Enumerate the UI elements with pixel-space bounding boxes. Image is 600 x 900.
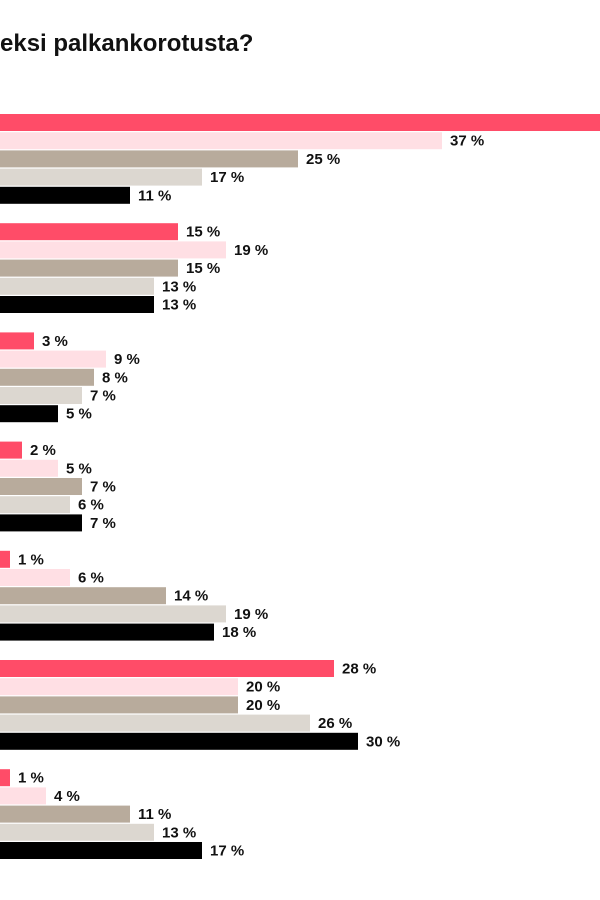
bar-g5-s3 bbox=[0, 587, 166, 605]
bar-g7-s3 bbox=[0, 805, 130, 823]
bar-label-g3-s4: 7 % bbox=[90, 388, 116, 405]
bar-g4-s5 bbox=[0, 514, 82, 532]
chart-title: eksi palkankorotusta? bbox=[0, 30, 254, 57]
bar-label-g2-s4: 13 % bbox=[162, 278, 196, 295]
bar-label-g7-s5: 17 % bbox=[210, 843, 244, 860]
bar-label-g3-s1: 3 % bbox=[42, 333, 68, 350]
bar-g4-s2 bbox=[0, 459, 58, 477]
bar-g1-s5 bbox=[0, 186, 130, 204]
bar-label-g4-s3: 7 % bbox=[90, 479, 116, 496]
bar-label-g4-s1: 2 % bbox=[30, 442, 56, 459]
bar-label-g6-s4: 26 % bbox=[318, 715, 352, 732]
bar-g4-s1 bbox=[0, 441, 22, 459]
bar-g3-s2 bbox=[0, 350, 106, 368]
bar-label-g1-s4: 17 % bbox=[210, 169, 244, 186]
bar-g4-s4 bbox=[0, 496, 70, 514]
bar-label-g2-s3: 15 % bbox=[186, 260, 220, 277]
bar-label-g6-s2: 20 % bbox=[246, 679, 280, 696]
bar-g6-s3 bbox=[0, 696, 238, 714]
bar-g3-s1 bbox=[0, 332, 34, 350]
bar-label-g4-s4: 6 % bbox=[78, 497, 104, 514]
bar-label-g6-s5: 30 % bbox=[366, 733, 400, 750]
bar-label-g3-s5: 5 % bbox=[66, 406, 92, 423]
bar-label-g4-s2: 5 % bbox=[66, 460, 92, 477]
bar-g6-s1 bbox=[0, 660, 334, 677]
bar-g4-s3 bbox=[0, 478, 82, 495]
bar-g2-s2 bbox=[0, 241, 226, 259]
bar-label-g5-s2: 6 % bbox=[78, 570, 104, 587]
bar-label-g7-s1: 1 % bbox=[18, 770, 44, 787]
bar-label-g1-s2: 37 % bbox=[450, 133, 484, 150]
bar-g5-s1 bbox=[0, 550, 10, 568]
bar-label-g7-s4: 13 % bbox=[162, 824, 196, 841]
bar-label-g2-s5: 13 % bbox=[162, 297, 196, 314]
bar-label-g2-s2: 19 % bbox=[234, 242, 268, 259]
bar-g7-s1 bbox=[0, 769, 10, 787]
bar-g1-s2 bbox=[0, 132, 442, 150]
bar-g1-s3 bbox=[0, 150, 298, 168]
bar-label-g1-s3: 25 % bbox=[306, 151, 340, 168]
bar-g3-s3 bbox=[0, 368, 94, 386]
bar-label-g5-s4: 19 % bbox=[234, 606, 268, 623]
bar-label-g5-s1: 1 % bbox=[18, 551, 44, 568]
bar-g5-s5 bbox=[0, 623, 214, 641]
bar-g3-s4 bbox=[0, 387, 82, 404]
bar-label-g2-s1: 15 % bbox=[186, 224, 220, 241]
bar-g7-s4 bbox=[0, 823, 154, 841]
bar-g6-s4 bbox=[0, 714, 310, 732]
bar-g5-s2 bbox=[0, 569, 70, 586]
bar-g2-s1 bbox=[0, 223, 178, 241]
bar-g2-s3 bbox=[0, 259, 178, 277]
bar-label-g1-s5: 11 % bbox=[138, 187, 171, 204]
bar-g7-s2 bbox=[0, 787, 46, 805]
bar-g6-s5 bbox=[0, 732, 358, 750]
bar-g1-s1 bbox=[0, 114, 600, 131]
bar-label-g4-s5: 7 % bbox=[90, 515, 116, 532]
bar-label-g6-s3: 20 % bbox=[246, 697, 280, 714]
bar-g1-s4 bbox=[0, 168, 202, 186]
bar-label-g3-s3: 8 % bbox=[102, 369, 128, 386]
bar-label-g3-s2: 9 % bbox=[114, 351, 140, 368]
bar-label-g5-s3: 14 % bbox=[174, 588, 208, 605]
bar-g6-s2 bbox=[0, 678, 238, 696]
bar-label-g5-s5: 18 % bbox=[222, 624, 256, 641]
bar-g5-s4 bbox=[0, 605, 226, 623]
bar-g7-s5 bbox=[0, 842, 202, 859]
bar-label-g7-s2: 4 % bbox=[54, 788, 80, 805]
bar-g2-s5 bbox=[0, 296, 154, 313]
bar-g3-s5 bbox=[0, 405, 58, 423]
bar-g2-s4 bbox=[0, 277, 154, 295]
bar-label-g6-s1: 28 % bbox=[342, 661, 376, 678]
bar-label-g7-s3: 11 % bbox=[138, 806, 171, 823]
